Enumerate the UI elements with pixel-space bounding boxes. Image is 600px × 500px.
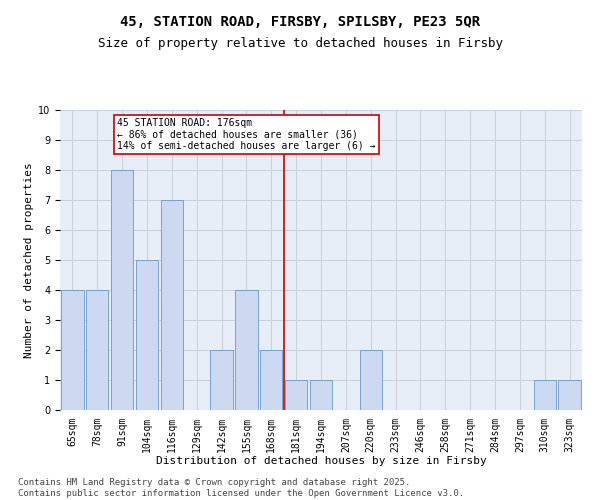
- Bar: [285, 380, 307, 410]
- Text: Size of property relative to detached houses in Firsby: Size of property relative to detached ho…: [97, 38, 503, 51]
- Bar: [310, 380, 332, 410]
- Bar: [161, 200, 183, 410]
- Bar: [359, 350, 382, 410]
- Bar: [235, 290, 257, 410]
- Y-axis label: Number of detached properties: Number of detached properties: [24, 162, 34, 358]
- Bar: [559, 380, 581, 410]
- Text: Contains HM Land Registry data © Crown copyright and database right 2025.
Contai: Contains HM Land Registry data © Crown c…: [18, 478, 464, 498]
- Text: 45 STATION ROAD: 176sqm
← 86% of detached houses are smaller (36)
14% of semi-de: 45 STATION ROAD: 176sqm ← 86% of detache…: [117, 118, 376, 150]
- Bar: [136, 260, 158, 410]
- Bar: [211, 350, 233, 410]
- Bar: [61, 290, 83, 410]
- Bar: [111, 170, 133, 410]
- Bar: [86, 290, 109, 410]
- Bar: [533, 380, 556, 410]
- Bar: [260, 350, 283, 410]
- Text: 45, STATION ROAD, FIRSBY, SPILSBY, PE23 5QR: 45, STATION ROAD, FIRSBY, SPILSBY, PE23 …: [120, 15, 480, 29]
- X-axis label: Distribution of detached houses by size in Firsby: Distribution of detached houses by size …: [155, 456, 487, 466]
